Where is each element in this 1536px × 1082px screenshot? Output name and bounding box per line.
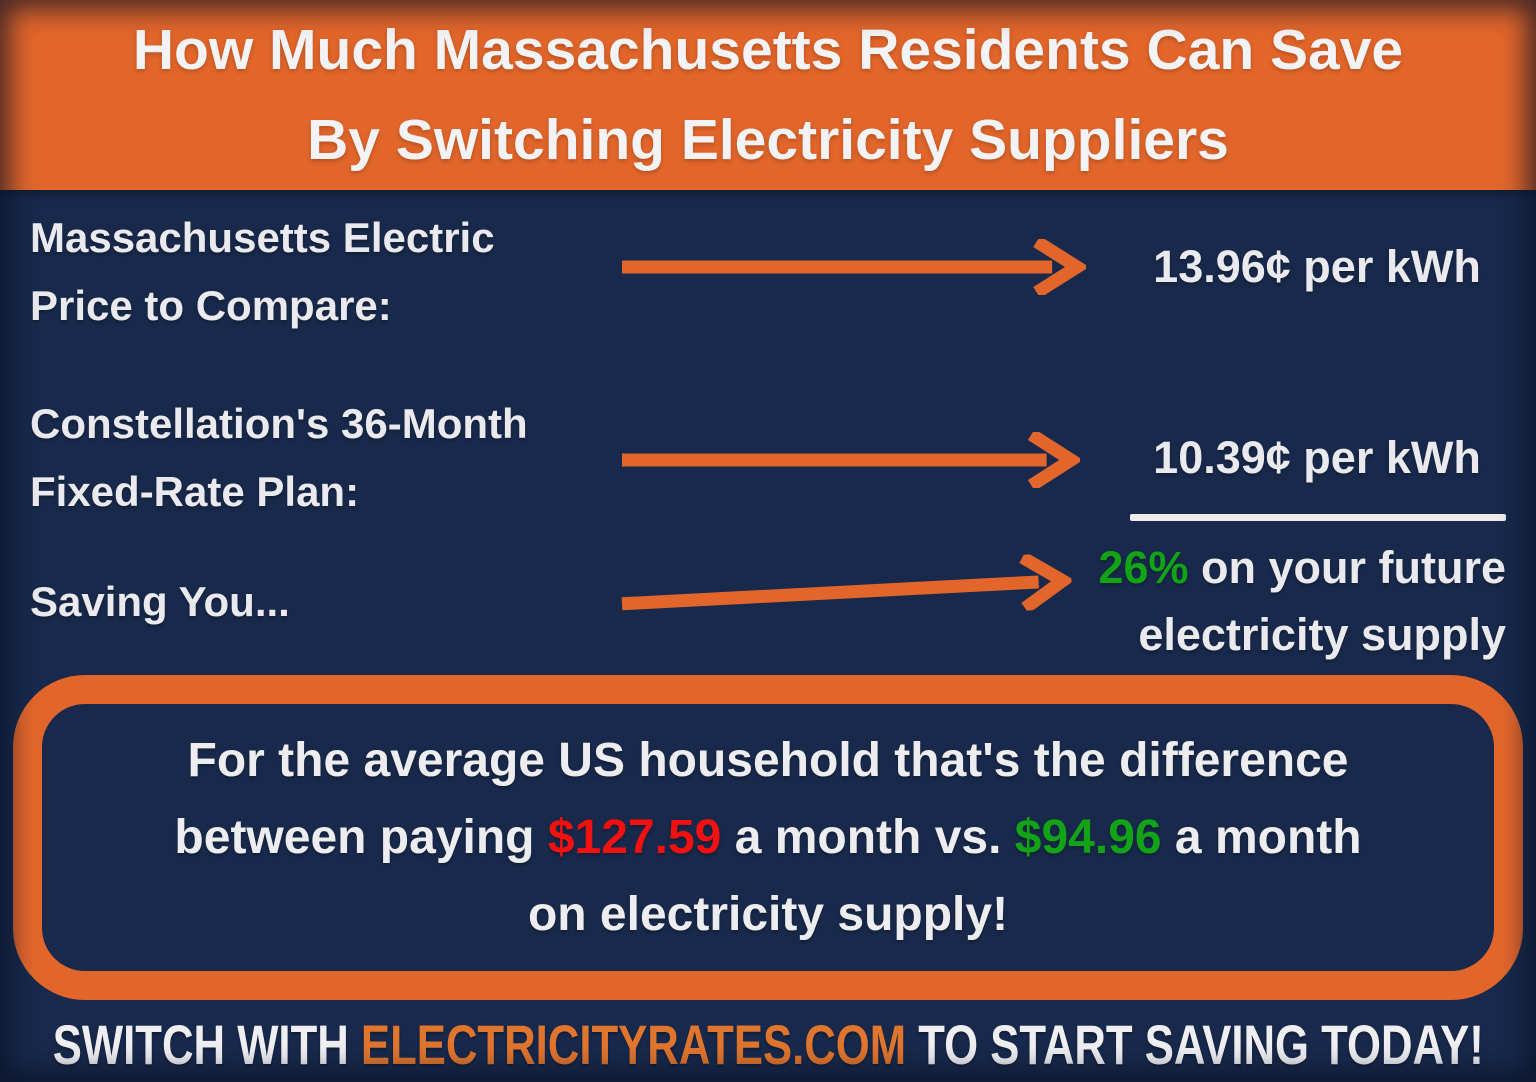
title-line-1: How Much Massachusetts Residents Can Sav… xyxy=(132,18,1404,82)
row1-value: 13.96¢ per kWh xyxy=(1153,241,1481,292)
header-banner: How Much Massachusetts Residents Can Sav… xyxy=(0,0,1536,190)
savings-percent: 26% xyxy=(1098,542,1189,593)
savings-line-2-prefix: between paying xyxy=(174,811,535,864)
savings-box: For the average US household that's the … xyxy=(13,675,1523,1000)
row1-label-line2: Price to Compare: xyxy=(30,282,392,329)
footer-prefix: SWITCH WITH xyxy=(52,1012,349,1076)
row2-label-line1: Constellation's 36-Month xyxy=(30,400,528,447)
row1-label-line1: Massachusetts Electric xyxy=(30,214,495,261)
right-arrow-icon xyxy=(621,432,1080,488)
subtraction-line xyxy=(1130,514,1506,521)
row2-value: 10.39¢ per kWh xyxy=(1153,432,1481,483)
right-arrow-icon xyxy=(621,239,1086,295)
row3-value-line1-text: on your future xyxy=(1201,542,1506,593)
new-price: $94.96 xyxy=(1014,811,1162,864)
savings-line-2-suffix: a month xyxy=(1174,811,1362,864)
row3-value-line2: electricity supply xyxy=(1138,609,1506,660)
old-price: $127.59 xyxy=(547,811,722,864)
row3-value: 26% on your future electricity supply xyxy=(1000,534,1506,668)
row1-label: Massachusetts Electric Price to Compare: xyxy=(30,204,495,340)
footer-text: SWITCH WITH ELECTRICITYRATES.COM TO STAR… xyxy=(53,1012,1484,1077)
footer: SWITCH WITH ELECTRICITYRATES.COM TO STAR… xyxy=(0,1008,1536,1080)
savings-line-3: on electricity supply! xyxy=(527,888,1009,941)
row3-label: Saving You... xyxy=(30,578,290,625)
row2-label-line2: Fixed-Rate Plan: xyxy=(30,468,360,515)
right-arrow-icon xyxy=(621,552,1073,614)
title-line-2: By Switching Electricity Suppliers xyxy=(307,108,1229,172)
brand-link[interactable]: ELECTRICITYRATES.COM xyxy=(360,1012,906,1076)
savings-line-1: For the average US household that's the … xyxy=(187,734,1349,787)
row3-value-line1: 26% on your future xyxy=(1000,534,1506,601)
footer-suffix: TO START SAVING TODAY! xyxy=(918,1012,1484,1076)
row2-label: Constellation's 36-Month Fixed-Rate Plan… xyxy=(30,390,528,526)
savings-line-2-middle: a month vs. xyxy=(734,811,1002,864)
savings-line-2: between paying $127.59 a month vs. $94.9… xyxy=(174,799,1361,876)
